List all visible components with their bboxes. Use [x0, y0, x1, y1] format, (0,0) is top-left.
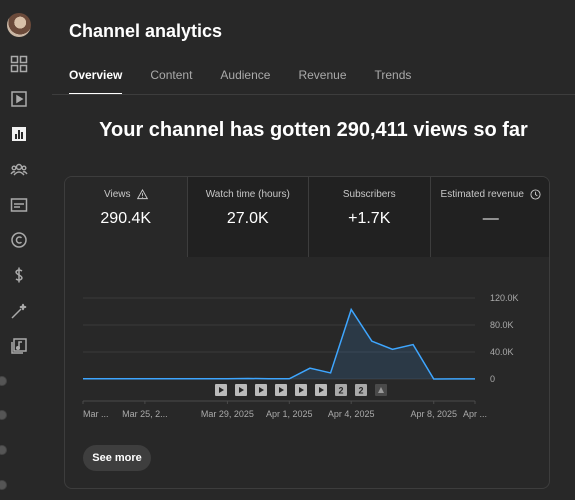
rail-channel-dot[interactable] [0, 376, 7, 386]
x-tick-label: Mar 25, 2... [122, 409, 168, 419]
metric-value: +1.7K [348, 210, 391, 227]
metric-label: Subscribers [342, 189, 396, 200]
metric-label: Estimated revenue [440, 189, 524, 200]
page-title: Channel analytics [69, 21, 223, 41]
metric-label: Views [104, 189, 131, 200]
y-tick-label: 80.0K [490, 320, 514, 330]
x-tick-label: Mar 29, 2025 [201, 409, 254, 419]
tab-revenue[interactable]: Revenue [298, 68, 347, 82]
tab-content[interactable]: Content [150, 68, 193, 82]
dashboard-icon[interactable] [10, 55, 28, 73]
play-glyph [319, 387, 324, 393]
x-tick-label: Apr 8, 2025 [410, 409, 457, 419]
y-tick-label: 40.0K [490, 347, 514, 357]
series-area [83, 309, 475, 379]
subtitles-icon[interactable] [10, 196, 28, 214]
y-tick-label: 0 [490, 374, 495, 384]
play-glyph [219, 387, 224, 393]
customization-icon[interactable] [10, 302, 28, 320]
metric-value: — [482, 210, 499, 227]
community-icon[interactable] [10, 160, 28, 178]
metric-tabs: Views 290.4K Watch time (hours) 27.0K Su… [65, 177, 549, 257]
metric-subscribers[interactable]: Subscribers +1.7K [308, 177, 430, 257]
x-tick-label: Apr ... [463, 409, 487, 419]
content-icon[interactable] [10, 90, 28, 108]
warning-icon [136, 189, 148, 200]
rail-channel-dot[interactable] [0, 410, 7, 420]
play-glyph [299, 387, 304, 393]
views-headline: Your channel has gotten 290,411 views so… [99, 119, 528, 141]
metric-views[interactable]: Views 290.4K [65, 177, 187, 257]
y-tick-label: 120.0K [490, 293, 519, 303]
metric-watch-time[interactable]: Watch time (hours) 27.0K [186, 177, 308, 257]
tab-audience[interactable]: Audience [220, 68, 271, 82]
left-rail [0, 0, 38, 500]
metric-estimated-revenue[interactable]: Estimated revenue — [429, 177, 549, 257]
marker-count-label: 2 [358, 386, 363, 396]
marker-count-label: 2 [338, 386, 343, 396]
views-chart[interactable]: 0 40.0K 80.0K 120.0K 2 2 Mar ... Mar 25, 2... Ma… [65, 262, 550, 432]
tab-bar: Overview Content Audience Revenue Trends [69, 68, 439, 95]
copyright-icon[interactable] [10, 231, 28, 249]
overview-card: Views 290.4K Watch time (hours) 27.0K Su… [64, 176, 550, 489]
audio-library-icon[interactable] [10, 337, 28, 355]
earn-icon[interactable] [10, 266, 28, 284]
avatar[interactable] [7, 13, 31, 37]
metric-label: Watch time (hours) [205, 189, 290, 200]
play-glyph [259, 387, 264, 393]
rail-channel-dot[interactable] [0, 480, 7, 490]
tab-overview[interactable]: Overview [69, 68, 123, 95]
tab-divider [52, 94, 575, 95]
short-marker-glyph [378, 387, 384, 393]
metric-value: 290.4K [100, 210, 152, 227]
x-tick-label: Apr 4, 2025 [328, 409, 375, 419]
play-glyph [239, 387, 244, 393]
x-tick-label: Apr 1, 2025 [266, 409, 313, 419]
main-content: Channel analytics Overview Content Audie… [52, 0, 575, 500]
tab-trends[interactable]: Trends [374, 68, 412, 82]
see-more-button[interactable]: See more [83, 445, 151, 471]
x-tick-label: Mar ... [83, 409, 109, 419]
series-line [83, 307, 475, 380]
metric-value: 27.0K [226, 210, 269, 227]
clock-icon [530, 189, 541, 200]
multi-video-marker [335, 384, 347, 396]
analytics-icon[interactable] [10, 125, 28, 143]
play-glyph [279, 387, 284, 393]
multi-video-marker [355, 384, 367, 396]
rail-channel-dot[interactable] [0, 445, 7, 455]
